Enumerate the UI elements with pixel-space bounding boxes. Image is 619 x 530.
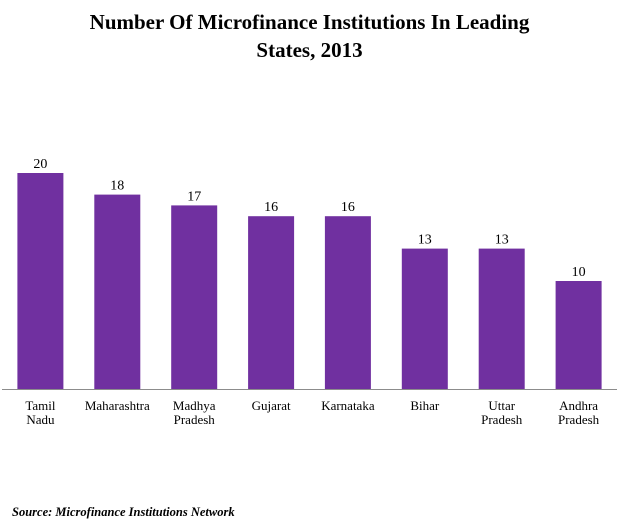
x-tick-label-1: Maharashtra [85,398,150,413]
x-tick-label-3: Gujarat [252,398,291,413]
bar-7 [555,281,602,389]
data-label-5: 13 [418,233,432,248]
bar-3 [248,216,295,389]
data-label-0: 20 [33,157,47,172]
data-label-1: 18 [110,179,124,194]
data-label-2: 17 [187,189,201,204]
x-tick-label-5: Bihar [410,398,440,413]
bar-6 [478,248,525,389]
x-tick-label-7: Andhra Pradesh [558,398,600,427]
source-note: Source: Microfinance Institutions Networ… [12,505,235,519]
data-label-3: 16 [264,200,278,215]
x-tick-label-0: Tamil Nadu [25,398,56,427]
bar-2 [171,205,218,389]
bar-5 [401,248,448,389]
x-tick-label-4: Karnataka [321,398,375,413]
data-label-7: 10 [572,265,586,280]
bar-0 [17,173,64,389]
chart-title-line-1: Number Of Microfinance Institutions In L… [89,10,530,34]
x-tick-label-2: Madhya Pradesh [173,398,216,427]
bar-1 [94,194,141,389]
x-tick-label-6: Uttar Pradesh [481,398,523,427]
data-label-6: 13 [495,233,509,248]
data-label-4: 16 [341,200,355,215]
bar-4 [324,216,371,389]
chart-title: Number Of Microfinance Institutions In L… [0,8,619,64]
chart-title-line-2: States, 2013 [256,38,363,62]
